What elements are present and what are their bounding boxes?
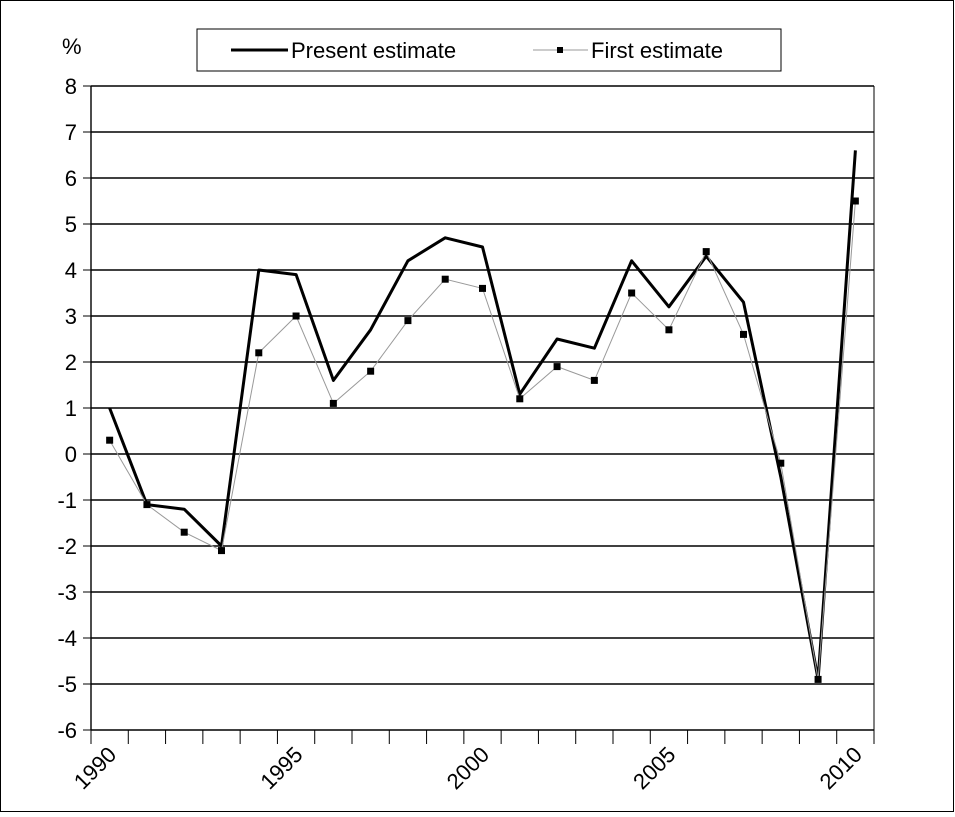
- data-point-first-estimate: [740, 330, 747, 338]
- legend-label-present-estimate: Present estimate: [291, 38, 456, 63]
- data-point-first-estimate: [665, 326, 673, 334]
- data-point-first-estimate: [553, 363, 561, 371]
- data-point-first-estimate: [143, 501, 151, 509]
- y-tick-label: 7: [65, 120, 77, 145]
- y-tick-label: 3: [65, 304, 77, 329]
- data-point-first-estimate: [329, 399, 337, 407]
- data-point-first-estimate: [404, 317, 412, 325]
- legend-label-first-estimate: First estimate: [591, 38, 723, 63]
- y-tick-label: -1: [57, 488, 77, 513]
- y-axis-unit-label: %: [62, 34, 82, 59]
- data-point-first-estimate: [218, 547, 225, 555]
- legend-marker-first-estimate: [557, 47, 563, 53]
- data-point-first-estimate: [180, 528, 188, 536]
- data-point-first-estimate: [367, 367, 375, 375]
- series-layer: [106, 150, 859, 683]
- data-point-first-estimate: [628, 289, 636, 297]
- y-tick-label: 2: [65, 350, 77, 375]
- y-tick-label: -4: [57, 626, 77, 651]
- y-tick-label: -3: [57, 580, 77, 605]
- y-tick-label: -6: [57, 718, 77, 743]
- data-point-first-estimate: [851, 197, 859, 205]
- y-tick-labels: 8 7 6 5 4 3 2 1 0 -1 -2 -3 -4 -5 -6: [57, 74, 77, 743]
- y-tick-label: 8: [65, 74, 77, 99]
- data-point-first-estimate: [106, 436, 114, 444]
- data-point-first-estimate: [441, 275, 449, 283]
- y-tick-label: 6: [65, 166, 77, 191]
- y-tick-label: -5: [57, 672, 77, 697]
- legend: Present estimate First estimate: [196, 28, 782, 72]
- series-line-present-estimate: [108, 150, 857, 681]
- data-point-first-estimate: [516, 395, 524, 403]
- data-point-first-estimate: [479, 284, 486, 292]
- data-point-first-estimate: [777, 459, 785, 467]
- data-point-first-estimate: [255, 349, 263, 357]
- data-point-first-estimate: [814, 675, 822, 683]
- axes: [83, 85, 875, 744]
- data-point-first-estimate: [702, 248, 710, 256]
- y-tick-label: 1: [65, 396, 77, 421]
- y-tick-label: 5: [65, 212, 77, 237]
- y-tick-label: 0: [65, 442, 77, 467]
- data-point-first-estimate: [590, 376, 598, 384]
- y-tick-label: -2: [57, 534, 77, 559]
- data-point-first-estimate: [292, 312, 300, 320]
- y-tick-label: 4: [65, 258, 77, 283]
- legend-box: [196, 28, 782, 72]
